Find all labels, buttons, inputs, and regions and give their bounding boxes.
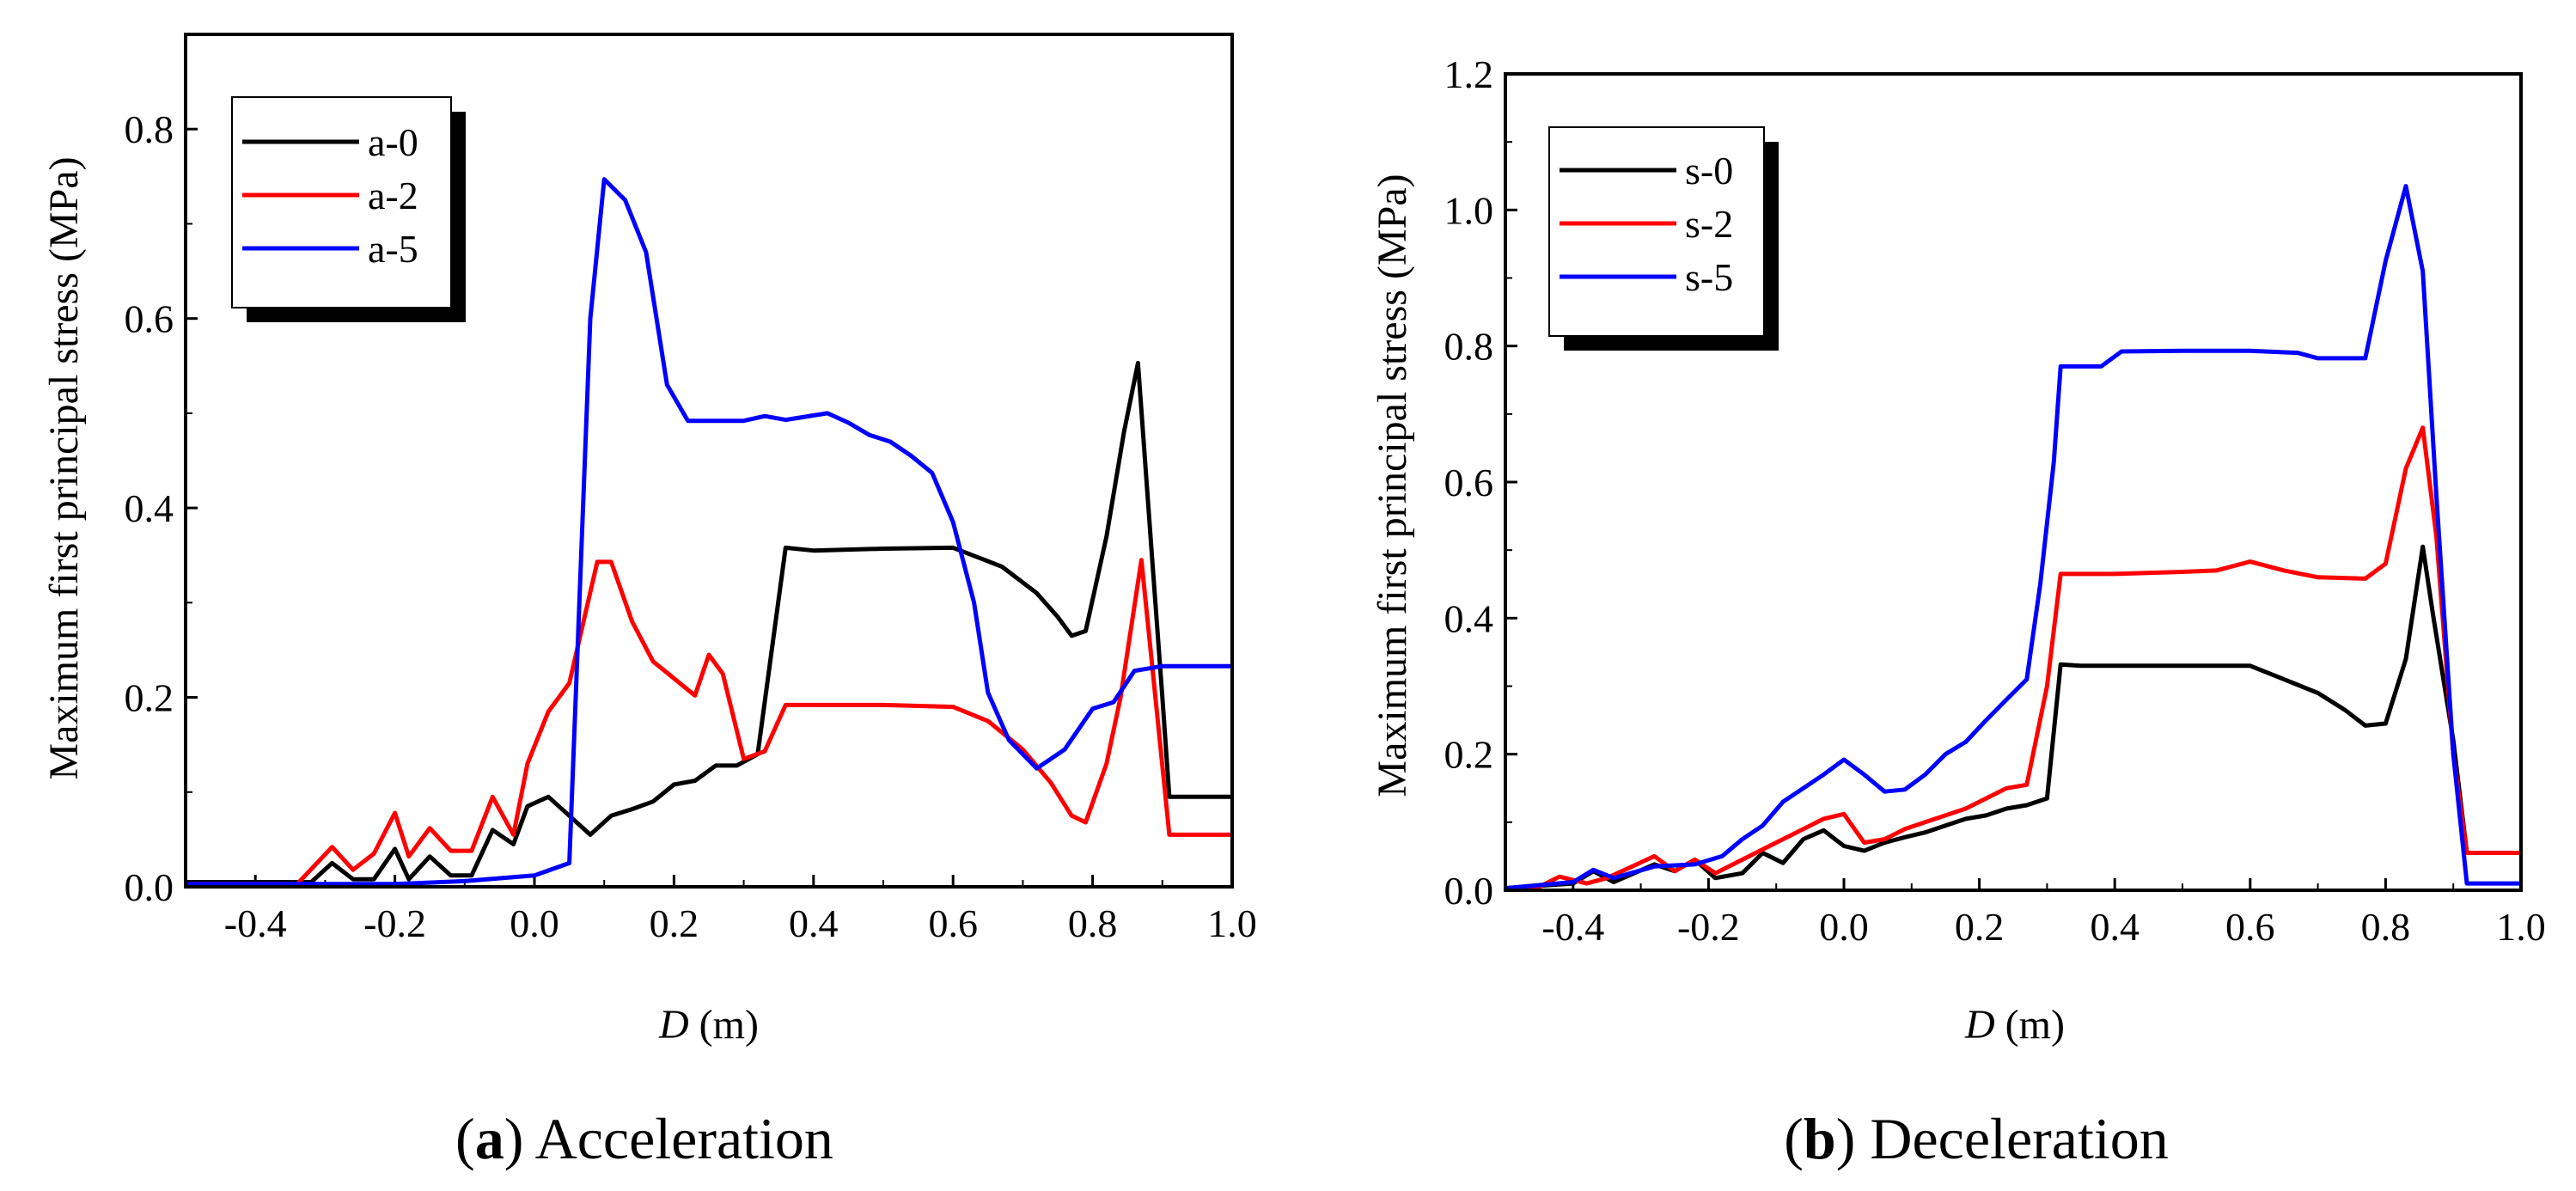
panel-b-ytick-label: 1.2 [1444, 52, 1494, 96]
panel-a-legend-box [231, 96, 452, 308]
panel-b-xtick-label: 0.0 [1819, 905, 1869, 949]
panel-b-ytick-label: 0.8 [1444, 325, 1494, 369]
panel-b-ytick-label: 0.6 [1444, 461, 1494, 504]
panel-b-legend-box [1548, 126, 1765, 337]
panel-b-caption-open: ( [1784, 1106, 1804, 1171]
panel-a-xtick-label: -0.4 [224, 901, 287, 945]
panel-a-xtick-label: 0.8 [1068, 901, 1118, 945]
panel-b-xtick-label: 0.2 [1955, 905, 2005, 949]
panel-a-legend: a-0 a-2 a-5 [231, 96, 466, 322]
panel-b-xtick-label: -0.2 [1677, 905, 1740, 949]
panel-a-caption-text: ) Acceleration [504, 1106, 833, 1171]
panel-a-ytick-label: 0.8 [125, 107, 174, 151]
panel-a-xtick-label: 1.0 [1207, 901, 1257, 945]
panel-a-series-a-0 [186, 361, 1232, 884]
panel-a-xtick-label: -0.2 [363, 901, 426, 945]
panel-b-ytick-label: 0.4 [1444, 596, 1494, 640]
panel-b-legend-label-s-5: s-5 [1685, 255, 1733, 299]
panel-a-xtick-label: 0.4 [789, 901, 839, 945]
panel-a-xlabel-var: D [658, 1002, 689, 1047]
panel-b-ytick-label: 0.0 [1444, 869, 1494, 913]
panel-b-caption-text: ) Deceleration [1836, 1106, 2169, 1171]
panel-b-xtick-label: 1.0 [2496, 905, 2546, 949]
panel-b-xlabel-unit: (m) [1995, 1002, 2065, 1047]
panel-b-caption: (b) Deceleration [1784, 1106, 2168, 1171]
panel-a-ytick-label: 0.6 [125, 297, 174, 341]
panel-a-legend-label-a-5: a-5 [368, 227, 418, 271]
panel-b-xtick-label: 0.8 [2361, 905, 2411, 949]
panel-a-caption-open: ( [455, 1106, 475, 1171]
panel-a-series-a-2 [186, 558, 1232, 887]
panel-a-xlabel-unit: (m) [689, 1002, 759, 1047]
panel-a-xtick-label: 0.6 [928, 901, 978, 945]
panel-b-xtick-label: 0.6 [2225, 905, 2275, 949]
panel-a-ylabel: Maximum first principal stress (MPa) [41, 156, 87, 779]
panel-b-legend: s-0 s-2 s-5 [1548, 126, 1779, 351]
panel-a-ytick-label: 0.2 [125, 676, 174, 720]
panel-b-deceleration: Maximum first principal stress (MPa) -0.… [1370, 52, 2546, 1171]
panel-b-legend-label-s-0: s-0 [1685, 149, 1733, 192]
panel-a-series-a-5 [186, 177, 1232, 887]
panel-a-ytick-label: 0.0 [125, 865, 174, 909]
panel-b-ytick-label: 1.0 [1444, 188, 1494, 232]
panel-a-xtick-label: 0.2 [650, 901, 699, 945]
panel-b-ylabel: Maximum first principal stress (MPa) [1370, 174, 1415, 797]
panel-b-plot-frame [1504, 72, 2523, 892]
panel-a-acceleration: Maximum first principal stress (MPa) -0.… [41, 33, 1257, 1171]
panel-b-ytick-label: 0.2 [1444, 733, 1494, 777]
panel-b-series-s-5 [1505, 184, 2521, 891]
panel-a-plot-frame [184, 33, 1234, 889]
panel-b-xtick-label: 0.4 [2090, 905, 2140, 949]
panel-b-caption-letter: b [1804, 1106, 1836, 1171]
panel-a-ytick-label: 0.4 [125, 486, 174, 530]
panel-a-legend-label-a-2: a-2 [368, 174, 418, 217]
panel-b-legend-label-s-2: s-2 [1685, 202, 1733, 246]
panel-a-caption: (a) Acceleration [455, 1106, 833, 1171]
panel-b-xlabel-var: D [1964, 1002, 1995, 1047]
panel-a-xtick-label: 0.0 [510, 901, 559, 945]
panel-b-xlabel: D (m) [1964, 1002, 2065, 1047]
panel-b-xtick-label: -0.4 [1541, 905, 1604, 949]
panel-a-xlabel: D (m) [658, 1002, 759, 1047]
panel-a-caption-letter: a [475, 1106, 504, 1171]
panel-a-legend-label-a-0: a-0 [368, 120, 418, 164]
